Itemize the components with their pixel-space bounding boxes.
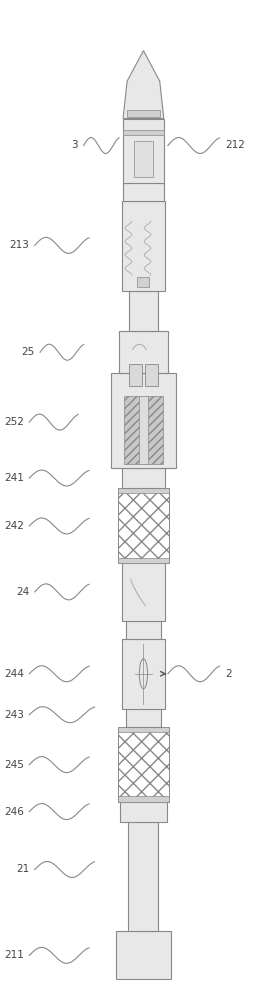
Text: 252: 252 (4, 417, 24, 427)
Text: 25: 25 (22, 347, 35, 357)
Text: 24: 24 (16, 587, 29, 597)
Text: 245: 245 (4, 760, 24, 770)
Bar (129, 364, 142, 386)
Bar (123, 130, 164, 135)
Bar (129, 291, 158, 331)
Bar (145, 364, 158, 386)
Text: 2: 2 (225, 669, 232, 679)
Text: 242: 242 (4, 521, 24, 531)
Text: 211: 211 (4, 950, 24, 960)
Bar (118, 488, 169, 563)
Bar (118, 727, 169, 732)
Bar (116, 931, 171, 979)
Bar (123, 119, 164, 183)
Bar (126, 709, 161, 727)
Text: 243: 243 (4, 710, 24, 720)
Text: 244: 244 (4, 669, 24, 679)
Bar (118, 727, 169, 802)
Bar (123, 396, 141, 464)
Bar (127, 110, 160, 117)
Text: 21: 21 (16, 864, 29, 874)
Text: 213: 213 (10, 240, 29, 250)
Text: 3: 3 (72, 140, 78, 150)
Bar (146, 396, 163, 464)
Bar (129, 822, 158, 931)
Bar (118, 488, 169, 493)
Text: 212: 212 (225, 140, 245, 150)
Bar (118, 796, 169, 802)
Bar (122, 468, 165, 488)
Text: 241: 241 (4, 473, 24, 483)
Bar (119, 331, 168, 373)
Bar (111, 373, 176, 468)
Bar (122, 639, 165, 709)
Bar (122, 201, 165, 291)
Bar (139, 396, 148, 464)
Text: 246: 246 (4, 807, 24, 817)
Bar (137, 277, 150, 287)
Bar (118, 558, 169, 563)
Bar (126, 621, 161, 639)
Polygon shape (123, 51, 164, 119)
Bar (120, 802, 167, 822)
Bar (134, 141, 153, 177)
Bar (122, 563, 165, 621)
Bar (123, 183, 164, 201)
